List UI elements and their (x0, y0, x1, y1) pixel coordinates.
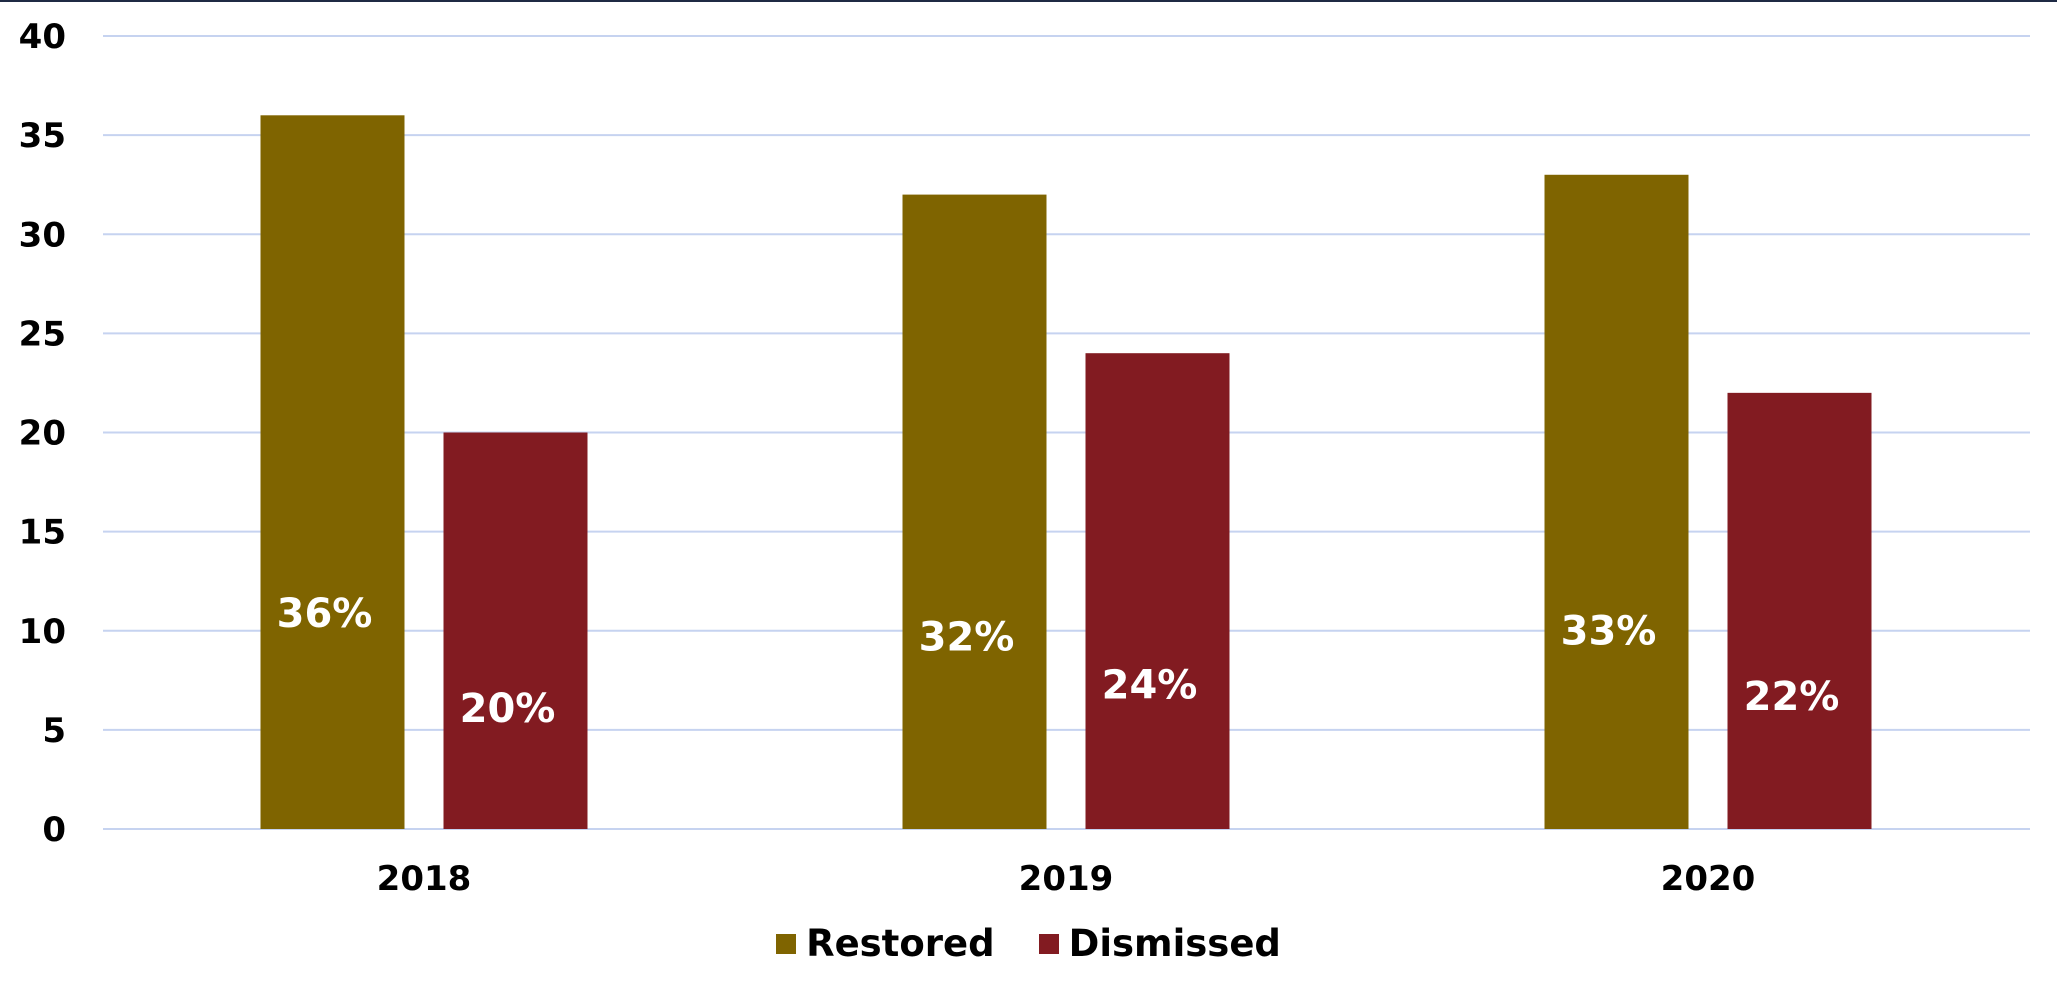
legend-swatch-dismissed (1038, 933, 1059, 954)
y-tick-label-5: 5 (42, 711, 66, 751)
data-label-dismissed-2020: 22% (1744, 674, 1840, 720)
y-tick-label-10: 10 (19, 612, 66, 652)
data-label-dismissed-2018: 20% (460, 686, 556, 732)
bar-restored-2019 (902, 194, 1047, 830)
legend-label-restored: Restored (806, 922, 995, 965)
data-labels: 36% 20% 32% 24% 33% 22% (277, 591, 1840, 732)
y-tick-label-15: 15 (19, 513, 66, 553)
x-tick-label-2018: 2018 (377, 859, 472, 899)
bar-dismissed-2020 (1727, 392, 1872, 829)
bar-dismissed-2019 (1085, 353, 1230, 829)
y-tick-label-0: 0 (42, 810, 66, 850)
bar-dismissed-2018 (443, 432, 588, 829)
legend-label-dismissed: Dismissed (1068, 922, 1281, 965)
bars (260, 115, 1872, 830)
y-tick-label-30: 30 (19, 215, 66, 255)
y-tick-label-40: 40 (19, 17, 66, 57)
legend-swatch-restored (776, 933, 797, 954)
x-axis-ticks: 2018 2019 2020 (377, 859, 1756, 899)
legend: Restored Dismissed (0, 922, 2057, 965)
top-border (0, 0, 2057, 2)
x-tick-label-2019: 2019 (1019, 859, 1114, 899)
data-label-restored-2020: 33% (1561, 609, 1657, 655)
data-label-dismissed-2019: 24% (1102, 662, 1198, 708)
y-tick-label-20: 20 (19, 414, 66, 454)
bar-restored-2018 (260, 115, 405, 830)
gridlines (103, 35, 2030, 830)
y-tick-label-25: 25 (19, 314, 66, 354)
data-label-restored-2018: 36% (277, 591, 373, 637)
bar-restored-2020 (1544, 174, 1689, 829)
legend-item-dismissed: Dismissed (1038, 922, 1281, 965)
y-tick-label-35: 35 (19, 116, 66, 156)
y-axis-ticks: 0 5 10 15 20 25 30 35 40 (19, 17, 66, 850)
data-label-restored-2019: 32% (919, 615, 1015, 661)
x-tick-label-2020: 2020 (1661, 859, 1756, 899)
legend-item-restored: Restored (776, 922, 995, 965)
